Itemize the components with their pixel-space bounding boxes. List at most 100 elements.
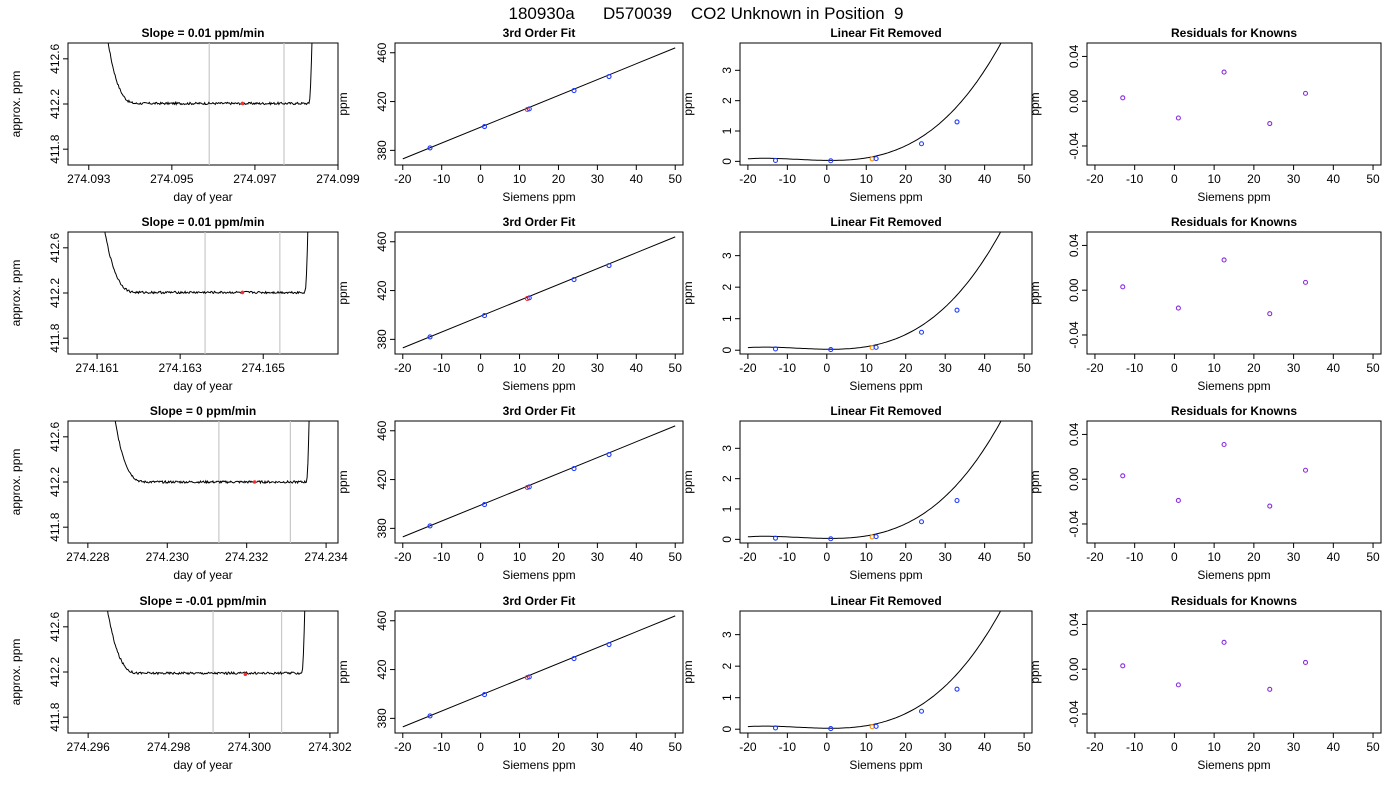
x-tick-label: 50 — [1366, 740, 1380, 754]
x-tick-label: -10 — [779, 172, 797, 186]
x-tick-label: 0 — [1171, 172, 1178, 186]
y-tick-label: 3 — [720, 445, 734, 452]
x-tick-label: 30 — [1287, 172, 1301, 186]
y-tick-label: 0 — [720, 726, 734, 733]
y-tick-label: 0.00 — [1067, 467, 1081, 491]
y-axis-label: approx. ppm — [9, 71, 23, 138]
x-tick-label: 30 — [1287, 550, 1301, 564]
concentration-series-line — [107, 43, 313, 106]
plot-frame — [394, 42, 684, 166]
residual-point — [1267, 503, 1273, 509]
y-tick-label: 3 — [720, 67, 734, 74]
x-tick-label: -20 — [739, 361, 757, 375]
y-tick-label: 411.8 — [48, 134, 62, 163]
calibration-point — [606, 451, 612, 458]
y-tick-label: 1 — [720, 694, 734, 701]
x-tick-label: 30 — [591, 740, 605, 754]
residual-curve-point — [873, 156, 879, 162]
x-tick-label: 0 — [477, 740, 484, 754]
residual-curve-point — [918, 708, 925, 714]
panel-title: Slope = 0 ppm/min — [150, 404, 256, 418]
panel-title: Linear Fit Removed — [830, 26, 941, 40]
x-tick-label: -10 — [779, 361, 797, 375]
x-tick-label: 274.095 — [150, 172, 194, 186]
plot-area — [114, 421, 310, 543]
calibration-point — [571, 466, 577, 472]
fit-line — [402, 236, 676, 349]
plot-area — [747, 232, 1002, 353]
x-tick-label: 0 — [477, 172, 484, 186]
x-axis-label: day of year — [173, 190, 232, 204]
residual-curve-point — [869, 345, 875, 351]
residual-point — [1302, 467, 1309, 473]
panel-title: Residuals for Knowns — [1171, 215, 1297, 229]
x-tick-label: 40 — [1327, 361, 1341, 375]
x-tick-label: 50 — [669, 172, 683, 186]
chart-panel-1-2: Linear Fit Removed -20 -10 0 10 20 30 40 50 0 1 2 3 S… — [681, 215, 1033, 393]
plot-area — [1120, 69, 1309, 127]
y-tick-label: 420 — [375, 469, 389, 489]
y-tick-label: 411.8 — [48, 702, 62, 731]
y-tick-label: 2 — [720, 284, 734, 291]
sample-mean-marker — [243, 672, 248, 677]
x-axis-label: Siemens ppm — [1197, 758, 1270, 772]
y-tick-label: 380 — [375, 708, 389, 728]
residual-curve-point — [869, 724, 875, 730]
x-tick-label: 40 — [1327, 740, 1341, 754]
chart-panel-2-3: Residuals for Knowns -20 -10 0 10 20 30 40 50 -0.… — [1028, 404, 1382, 582]
x-tick-label: 40 — [1327, 550, 1341, 564]
y-axis-label: ppm — [1028, 281, 1042, 304]
panel-title: 3rd Order Fit — [503, 404, 576, 418]
residual-point — [1267, 311, 1273, 317]
x-tick-label: -10 — [779, 550, 797, 564]
x-tick-label: 274.093 — [67, 172, 111, 186]
x-tick-label: 30 — [591, 550, 605, 564]
x-tick-label: 50 — [669, 740, 683, 754]
y-tick-label: 420 — [375, 91, 389, 111]
x-tick-label: 40 — [630, 740, 644, 754]
x-tick-label: 50 — [1366, 361, 1380, 375]
y-axis-label: ppm — [1028, 92, 1042, 115]
y-tick-label: 420 — [375, 280, 389, 300]
x-tick-label: 10 — [860, 550, 874, 564]
x-tick-label: 30 — [939, 550, 953, 564]
y-axis-label: approx. ppm — [9, 449, 23, 516]
residual-curve-point — [918, 519, 925, 525]
x-axis-label: Siemens ppm — [502, 758, 575, 772]
x-tick-label: 40 — [630, 172, 644, 186]
x-tick-label: -10 — [433, 550, 451, 564]
panel-title: Slope = 0.01 ppm/min — [141, 215, 264, 229]
x-tick-label: 40 — [978, 740, 992, 754]
x-tick-label: -20 — [394, 550, 412, 564]
x-tick-label: 30 — [591, 172, 605, 186]
y-tick-label: 411.8 — [48, 323, 62, 352]
residual-point — [1302, 279, 1309, 285]
panel-title: Linear Fit Removed — [830, 594, 941, 608]
y-tick-label: 412.2 — [48, 657, 62, 687]
panel-title: Residuals for Knowns — [1171, 594, 1297, 608]
calibration-point — [481, 692, 488, 698]
x-tick-label: 274.302 — [308, 740, 352, 754]
plot-frame — [394, 231, 684, 355]
x-tick-label: 274.097 — [233, 172, 277, 186]
x-tick-label: 10 — [860, 172, 874, 186]
x-tick-label: 10 — [1207, 172, 1221, 186]
y-tick-label: 2 — [720, 663, 734, 670]
chart-panel-3-3: Residuals for Knowns -20 -10 0 10 20 30 40 50 -0.… — [1028, 594, 1382, 772]
residual-curve-point — [873, 534, 879, 540]
x-tick-label: -20 — [394, 361, 412, 375]
plot-area — [402, 615, 676, 728]
chart-panel-1-1: 3rd Order Fit -20 -10 0 10 20 30 40 50 380 420 460 S… — [336, 215, 684, 393]
x-tick-label: 20 — [552, 550, 566, 564]
residual-point — [1267, 686, 1273, 692]
y-tick-label: -0.04 — [1067, 510, 1081, 538]
x-tick-label: 274.165 — [242, 361, 286, 375]
y-tick-label: 460 — [375, 42, 389, 62]
residual-curve-point — [873, 344, 879, 350]
residual-point — [1302, 659, 1309, 666]
y-tick-label: 0.04 — [1067, 233, 1081, 257]
residual-curve-point — [873, 723, 879, 729]
figure-title: 180930a D570039 CO2 Unknown in Position … — [508, 4, 903, 23]
y-axis-label: ppm — [336, 660, 350, 683]
x-tick-label: 30 — [939, 361, 953, 375]
